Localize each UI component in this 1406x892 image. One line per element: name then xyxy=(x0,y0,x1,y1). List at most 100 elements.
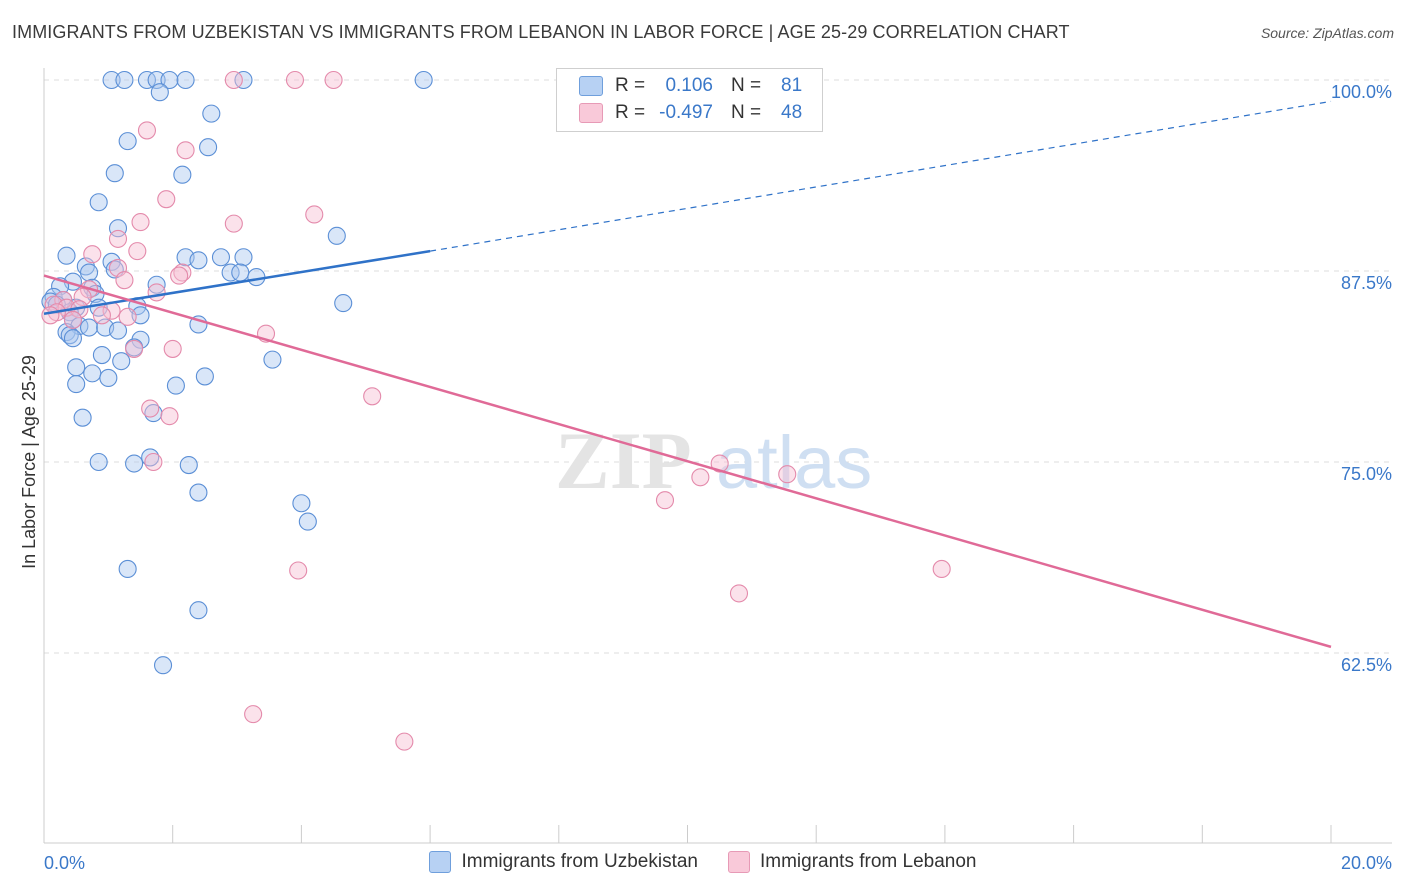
uzbekistan-point xyxy=(292,494,311,513)
uzbekistan-point xyxy=(118,132,137,151)
r-value-lebanon: -0.497 xyxy=(659,102,713,123)
lebanon-point xyxy=(173,263,192,282)
uzbekistan-point xyxy=(189,251,208,270)
uzbekistan-point xyxy=(112,352,131,371)
uzbekistan-points xyxy=(41,70,433,675)
lebanon-point xyxy=(170,266,189,285)
uzbekistan-point xyxy=(83,364,102,383)
uzbekistan-point xyxy=(102,70,121,90)
uzbekistan-point xyxy=(173,165,192,184)
uzbekistan-point xyxy=(79,263,99,282)
uzbekistan-point xyxy=(189,601,208,620)
lebanon-point xyxy=(144,452,163,472)
legend-swatch-uzbekistan xyxy=(429,851,452,873)
lebanon-point xyxy=(176,141,195,160)
lebanon-point xyxy=(305,205,324,224)
lebanon-point xyxy=(63,310,83,329)
lebanon-point xyxy=(244,705,263,724)
lebanon-point xyxy=(395,732,414,751)
lebanon-point xyxy=(285,70,305,90)
uzbekistan-point xyxy=(195,367,214,386)
uzbekistan-point xyxy=(327,226,346,245)
lebanon-point xyxy=(289,561,308,580)
lebanon-point xyxy=(131,213,150,232)
y-tick-label: 100.0% xyxy=(1331,82,1392,102)
legend-item-uzbekistan: Immigrants from Uzbekistan xyxy=(429,851,698,873)
uzbekistan-point xyxy=(263,350,282,369)
uzbekistan-point xyxy=(147,275,166,294)
uzbekistan-point xyxy=(60,326,79,345)
uzbekistan-point xyxy=(108,219,128,238)
uzbekistan-point xyxy=(125,454,144,473)
legend-swatch-uzbekistan xyxy=(579,76,603,96)
lebanon-point xyxy=(41,306,60,325)
legend-label-lebanon: Immigrants from Lebanon xyxy=(760,851,977,872)
r-value-uzbekistan: 0.106 xyxy=(665,75,713,96)
watermark-atlas: atlas xyxy=(716,421,872,504)
uzbekistan-point xyxy=(298,512,317,531)
lebanon-point xyxy=(160,407,179,426)
lebanon-point xyxy=(710,454,729,473)
lebanon-point xyxy=(729,584,749,603)
uzbekistan-point xyxy=(150,83,169,102)
uzbekistan-point xyxy=(221,263,240,282)
y-tick-label: 87.5% xyxy=(1341,273,1392,293)
uzbekistan-point xyxy=(166,376,185,395)
lebanon-point xyxy=(108,229,128,248)
uzbekistan-point xyxy=(67,358,86,377)
lebanon-point xyxy=(691,468,710,487)
r-label: R = xyxy=(615,75,646,96)
r-label: R = xyxy=(615,102,646,123)
uzbekistan-point xyxy=(118,559,137,579)
lebanon-point xyxy=(141,399,160,418)
trend-lines xyxy=(43,100,1332,649)
lebanon-trend-line xyxy=(43,274,1332,649)
lebanon-point xyxy=(128,242,147,261)
uzbekistan-point xyxy=(79,318,99,337)
series-legend: Immigrants from Uzbekistan Immigrants fr… xyxy=(0,851,1406,873)
uzbekistan-point xyxy=(211,248,231,267)
uzbekistan-point xyxy=(99,368,118,388)
uzbekistan-point xyxy=(176,70,195,90)
lebanon-point xyxy=(778,465,797,484)
legend-item-lebanon: Immigrants from Lebanon xyxy=(728,851,977,873)
uzbekistan-trend-line xyxy=(43,249,431,316)
uzbekistan-point xyxy=(334,294,353,313)
uzbekistan-point xyxy=(108,321,128,340)
y-tick-label: 62.5% xyxy=(1341,655,1392,675)
uzbekistan-point xyxy=(89,452,108,472)
gridlines xyxy=(44,79,1392,654)
legend-label-uzbekistan: Immigrants from Uzbekistan xyxy=(461,851,698,872)
chart-title: IMMIGRANTS FROM UZBEKISTAN VS IMMIGRANTS… xyxy=(12,22,1070,42)
lebanon-point xyxy=(224,70,243,90)
legend-row-lebanon: R = -0.497 N = 48 xyxy=(579,101,802,125)
uzbekistan-point xyxy=(105,164,124,183)
lebanon-point xyxy=(118,307,137,326)
lebanon-point xyxy=(147,283,166,302)
stats-legend: R = 0.106 N = 81 R = -0.497 N = 48 xyxy=(556,68,823,132)
uzbekistan-point xyxy=(67,375,86,394)
lebanon-point xyxy=(92,306,111,325)
y-axis-label: In Labor Force | Age 25-29 xyxy=(19,355,39,569)
tick-labels: 62.5% 75.0% 87.5% 100.0% 0.0% 20.0% In Labor F… xyxy=(19,82,1392,873)
y-tick-label: 75.0% xyxy=(1341,464,1392,484)
x-tick-label: 0.0% xyxy=(44,853,85,873)
legend-swatch-lebanon xyxy=(579,103,603,123)
axes xyxy=(43,68,1392,844)
uzbekistan-point xyxy=(202,104,221,123)
lebanon-point xyxy=(125,339,144,358)
uzbekistan-point xyxy=(63,329,83,348)
uzbekistan-point xyxy=(189,483,208,502)
uzbekistan-point xyxy=(137,70,157,90)
lebanon-point xyxy=(163,339,182,358)
lebanon-points xyxy=(41,70,951,751)
uzbekistan-trend-extension xyxy=(430,100,1332,252)
lebanon-point xyxy=(224,214,243,233)
uzbekistan-point xyxy=(414,70,433,90)
lebanon-point xyxy=(363,387,382,406)
x-tick-label: 20.0% xyxy=(1341,853,1392,873)
uzbekistan-point xyxy=(234,70,253,90)
lebanon-point xyxy=(157,190,176,209)
lebanon-point xyxy=(932,559,951,579)
